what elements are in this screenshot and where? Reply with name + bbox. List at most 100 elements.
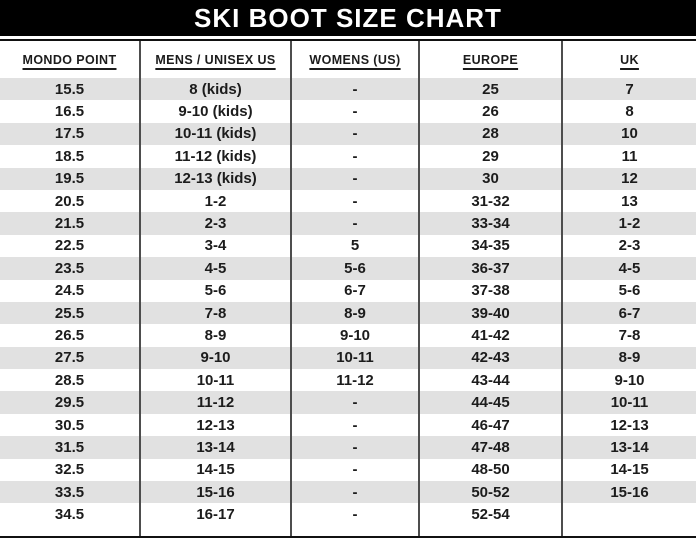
cell: - [292,481,420,504]
column-header-womens-us: WOMENS (US) [292,41,420,78]
cell: 24.5 [0,279,141,302]
table-row: 29.5 11-12-44-45 10-11 [0,391,696,414]
cell: 8 [625,103,634,121]
cell: 5-6 [292,257,420,280]
cell: - [292,458,420,482]
filler-cell [141,525,292,536]
cell: - [292,122,420,146]
cell: 21.5 [0,212,141,235]
cell: 2-3 [618,237,641,255]
cell: 26 [420,100,563,123]
cell: - [292,100,420,123]
table-row: 20.5 1-2-31-32 13 [0,189,696,213]
column-header-europe: EUROPE [420,41,563,78]
cell: 27.5 [0,346,141,370]
table-row: 25.5 7-8 8-9 39-40 6-7 [0,301,696,325]
cell: 29 [420,145,563,168]
filler-cell [420,525,563,536]
cell: - [292,78,420,101]
cell: 5-6 [141,279,292,302]
table-row: 18.5 11-12 (kids) -29 11 [0,145,696,168]
column-header-label: WOMENS (US) [309,52,401,67]
table-row: 33.5 15-16-50-52 15-16 [0,481,696,504]
cell: 48-50 [420,458,563,482]
cell: 17.5 [0,122,141,146]
cell: 6-7 [292,279,420,302]
cell: 20.5 [0,189,141,213]
cell: 12-13 [141,413,292,437]
cell: 34-35 [420,234,563,258]
cell: 11-12 [141,391,292,414]
cell: 31.5 [0,436,141,459]
cell: 42-43 [420,346,563,370]
cell: 47-48 [420,436,563,459]
title-bar: SKI BOOT SIZE CHART [0,0,696,36]
filler-cell [292,525,420,536]
cell: 11 [621,147,638,165]
column-header-label: MONDO POINT [22,52,117,67]
cell: 7-8 [141,301,292,325]
cell: 10-11 [292,346,420,370]
cell: 8 (kids) [141,78,292,101]
cell: 12-13 [610,416,649,434]
cell: 10-11 [141,369,292,392]
cell: - [292,145,420,168]
cell: 30.5 [0,413,141,437]
cell: 15.5 [0,78,141,101]
column-header-label: UK [620,52,639,67]
cell: - [292,189,420,213]
cell: 7-8 [618,326,641,344]
cell: 10-11 (kids) [141,122,292,146]
table-row: 16.5 9-10 (kids) -26 8 [0,100,696,123]
cell: 3-4 [141,234,292,258]
cell: 4-5 [141,257,292,280]
column-header-mens-unisex-us: MENS / UNISEX US [141,41,292,78]
cell: 5 [292,234,420,258]
cell: 22.5 [0,234,141,258]
table-row: 19.5 12-13 (kids) -30 12 [0,167,696,190]
cell: 15-16 [610,483,649,501]
cell: 10-11 [610,394,649,412]
cell: 39-40 [420,301,563,325]
cell: 11-12 [292,369,420,392]
table-row: 27.5 9-10 10-11 42-43 8-9 [0,346,696,370]
column-header-mondo-point: MONDO POINT [0,41,141,78]
cell: 12 [621,170,638,188]
table-row: 15.5 8 (kids) -25 7 [0,78,696,101]
table-row: 23.5 4-5 5-6 36-37 4-5 [0,257,696,280]
cell: 36-37 [420,257,563,280]
table-row: 34.5 16-17-52-54 [0,503,696,526]
filler-cell [563,526,696,536]
cell: 15-16 [141,481,292,504]
cell: 8-9 [618,349,641,367]
cell: 7 [625,80,634,98]
table-filler-row [0,525,696,536]
table-body: 15.5 8 (kids) -25 7 16.5 9-10 (kids) -26 8 17.5 1… [0,78,696,526]
cell: 4-5 [618,259,641,277]
size-table: MONDO POINT MENS / UNISEX US WOMENS (US)… [0,39,696,538]
cell: 8-9 [141,324,292,347]
column-header-label: MENS / UNISEX US [155,52,276,67]
cell: 9-10 [141,346,292,370]
cell: 50-52 [420,481,563,504]
table-row: 26.5 8-9 9-10 41-42 7-8 [0,324,696,347]
cell: 25 [420,78,563,101]
cell: - [292,212,420,235]
cell: 16.5 [0,100,141,123]
cell: 14-15 [141,458,292,482]
table-row: 31.5 13-14-47-48 13-14 [0,436,696,459]
cell: - [292,391,420,414]
cell: 6-7 [618,304,641,322]
cell: 29.5 [0,391,141,414]
cell: 28 [420,122,563,146]
cell: 46-47 [420,413,563,437]
cell: - [292,167,420,190]
cell: 12-13 (kids) [141,167,292,190]
cell: 2-3 [141,212,292,235]
table-row: 24.5 5-6 6-7 37-38 5-6 [0,279,696,302]
cell: 9-10 [614,371,645,389]
cell: 16-17 [141,503,292,526]
table-row: 30.5 12-13-46-47 12-13 [0,413,696,437]
cell: 13 [621,192,638,210]
